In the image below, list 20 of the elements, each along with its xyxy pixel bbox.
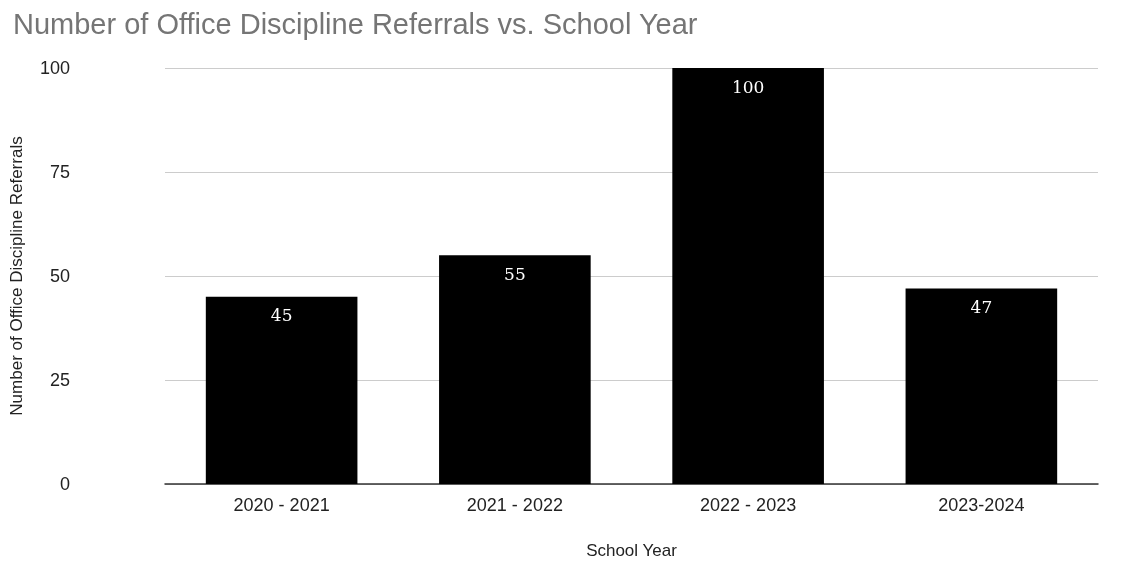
y-tick-label: 50 [49, 266, 70, 286]
y-tick-label: 0 [59, 474, 70, 494]
y-tick-label: 75 [49, 162, 70, 182]
data-label: 47 [970, 296, 993, 317]
bar [905, 288, 1058, 484]
data-label: 100 [731, 76, 765, 97]
x-axis-title: School Year [586, 541, 678, 560]
x-tick-label: 2023-2024 [938, 495, 1025, 515]
x-tick-label: 2022 - 2023 [700, 495, 797, 515]
bar [439, 255, 591, 484]
bar [672, 68, 824, 484]
y-tick-label: 100 [39, 58, 70, 78]
y-axis-title: Number of Office Discipline Referrals [7, 136, 26, 416]
y-tick-label: 25 [49, 370, 70, 390]
bar [205, 296, 358, 484]
x-tick-label: 2021 - 2022 [466, 495, 563, 515]
x-tick-label: 2020 - 2021 [233, 495, 330, 515]
chart-title: Number of Office Discipline Referrals vs. School Year [13, 7, 698, 40]
data-label: 55 [504, 263, 526, 284]
data-label: 45 [270, 305, 293, 326]
